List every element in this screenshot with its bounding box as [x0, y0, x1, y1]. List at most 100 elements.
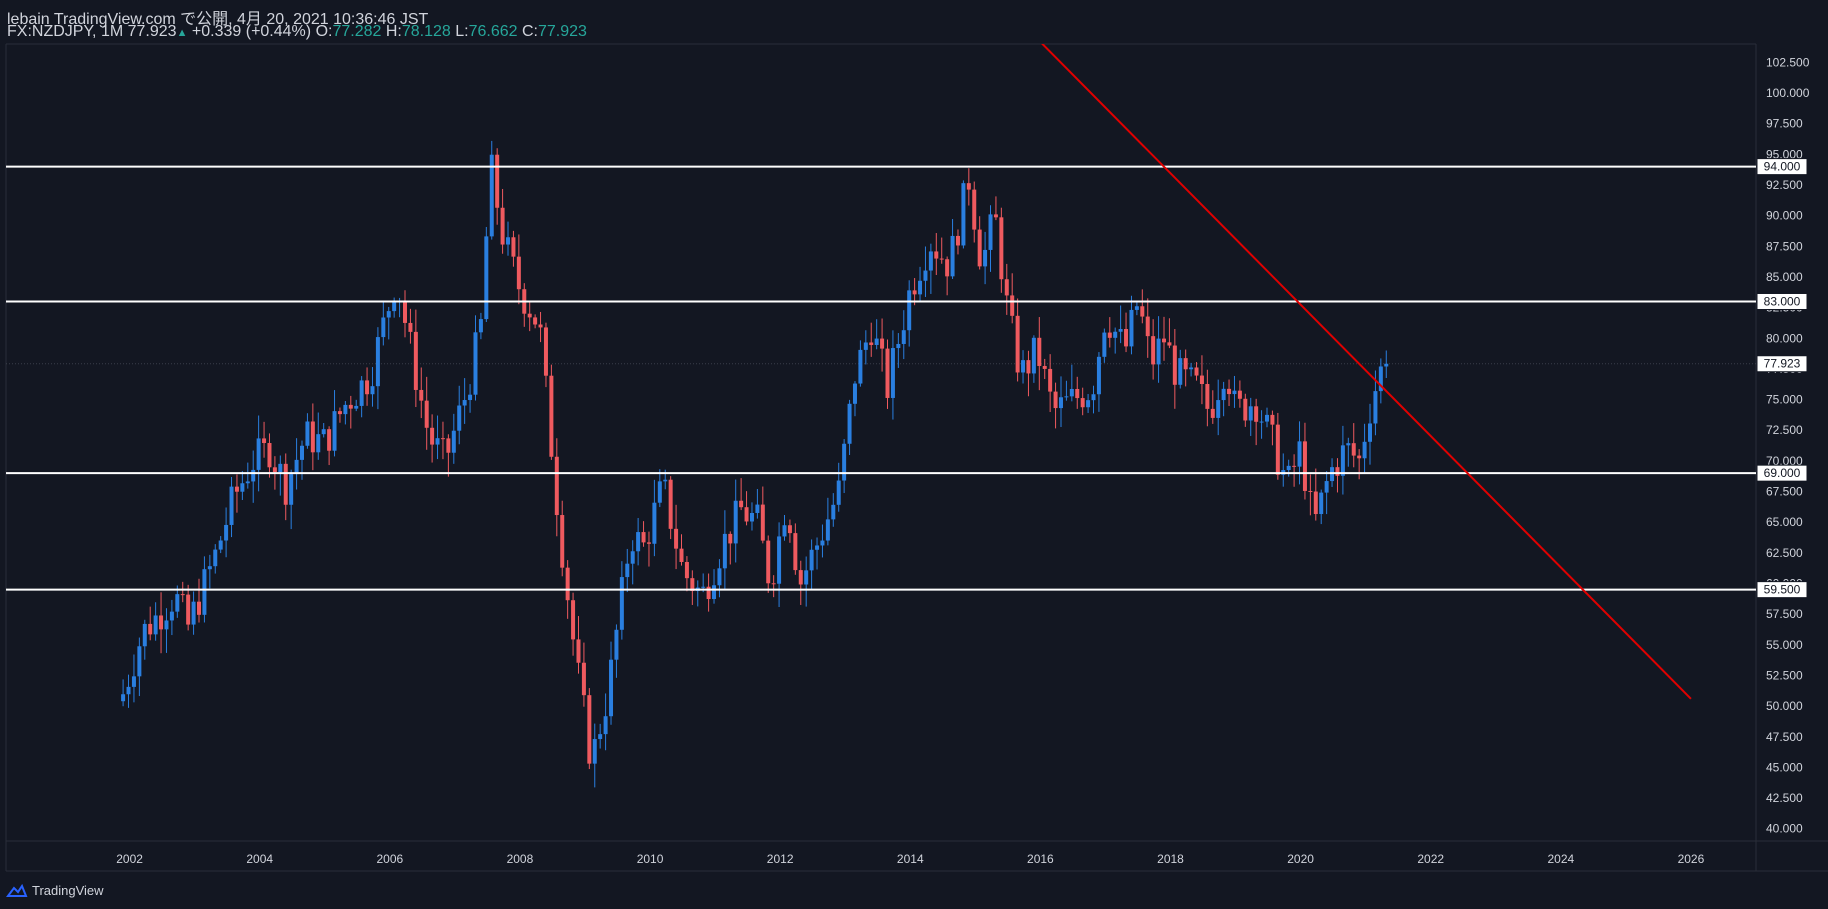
candle-body — [224, 524, 229, 541]
candle-body — [300, 445, 305, 460]
candle-body — [327, 429, 332, 451]
candle-body — [1248, 406, 1253, 421]
candle-body — [896, 343, 901, 349]
level-price-label: 59.500 — [1764, 583, 1801, 597]
candle-body — [744, 507, 749, 522]
candle-body — [435, 438, 440, 445]
candle-body — [484, 236, 489, 320]
candle-body — [1069, 388, 1074, 397]
level-price-label-bg — [1756, 158, 1808, 176]
candle-body — [164, 620, 169, 630]
candle-body — [294, 459, 299, 475]
tradingview-cloud-icon — [6, 883, 28, 897]
candle-body — [1384, 363, 1389, 367]
candle-body — [533, 317, 538, 325]
candle-body — [652, 502, 657, 544]
y-tick-label: 40.000 — [1766, 822, 1803, 836]
candle-body — [836, 480, 841, 505]
candle-body — [1313, 491, 1318, 515]
candle-body — [196, 601, 201, 615]
candle-body — [1075, 388, 1080, 399]
candle-body — [392, 301, 397, 312]
candle-body — [701, 586, 706, 588]
candle-body — [234, 486, 239, 492]
candle-body — [1232, 390, 1237, 395]
candle-body — [218, 540, 223, 550]
candle-body — [1151, 336, 1156, 365]
candle-body — [766, 540, 771, 584]
candle-body — [1319, 492, 1324, 515]
candle-body — [722, 533, 727, 569]
y-tick-label: 80.000 — [1766, 331, 1803, 345]
candle-body — [1286, 465, 1291, 471]
candle-body — [1053, 391, 1058, 409]
candle-body — [880, 338, 885, 349]
candle-body — [262, 438, 267, 444]
candle-body — [907, 290, 912, 331]
candle-body — [316, 434, 321, 453]
y-tick-label: 70.000 — [1766, 454, 1803, 468]
candle-body — [159, 615, 164, 630]
candle-body — [413, 331, 418, 390]
candle-body — [771, 583, 776, 585]
y-tick-label: 97.500 — [1766, 117, 1803, 131]
candle-body — [966, 183, 971, 190]
candle-body — [1346, 443, 1351, 446]
candle-body — [506, 237, 511, 245]
candle-body — [918, 280, 923, 295]
candle-body — [945, 259, 950, 277]
candle-body — [500, 207, 505, 245]
candle-body — [191, 601, 196, 625]
candle-body — [706, 586, 711, 600]
candle-body — [712, 585, 717, 600]
candle-body — [890, 348, 895, 398]
candle-body — [999, 217, 1004, 280]
y-tick-label: 62.500 — [1766, 546, 1803, 560]
trendline[interactable] — [780, 0, 1692, 700]
candle-body — [993, 214, 998, 218]
candle-body — [370, 386, 375, 395]
candle-body — [1259, 421, 1264, 423]
high-value: 78.128 — [401, 23, 451, 40]
last-price-label: 77.923 — [1764, 357, 1801, 371]
y-tick-label: 67.500 — [1766, 485, 1803, 499]
candle-body — [478, 319, 483, 333]
candle-body — [565, 567, 570, 601]
plot-area[interactable] — [6, 44, 1756, 841]
candle-body — [131, 676, 136, 687]
candle-body — [153, 615, 158, 635]
candle-body — [755, 504, 760, 513]
candle-body — [609, 659, 614, 717]
candle-body — [1275, 424, 1280, 475]
candle-body — [619, 577, 624, 630]
candle-body — [1357, 455, 1362, 459]
candle-body — [1362, 441, 1367, 459]
y-tick-label: 52.500 — [1766, 668, 1803, 682]
candle-body — [1064, 396, 1069, 398]
candle-body — [1021, 360, 1026, 373]
candle-body — [820, 540, 825, 546]
candle-body — [1091, 394, 1096, 401]
candle-body — [690, 578, 695, 592]
level-price-label: 83.000 — [1764, 294, 1801, 308]
candle-body — [571, 600, 576, 640]
symbol-label[interactable]: FX:NZDJPY, 1M — [7, 23, 124, 40]
candle-body — [1292, 465, 1297, 467]
y-tick-label: 92.500 — [1766, 178, 1803, 192]
candle-body — [202, 569, 207, 615]
candle-body — [1172, 345, 1177, 385]
candle-body — [1189, 367, 1194, 370]
y-tick-label: 75.000 — [1766, 393, 1803, 407]
candle-body — [424, 400, 429, 428]
candle-body — [148, 623, 153, 635]
candle-body — [430, 427, 435, 445]
candle-body — [1010, 295, 1015, 316]
x-tick-label: 2012 — [767, 852, 794, 866]
candle-body — [1015, 315, 1020, 373]
x-tick-label: 2018 — [1157, 852, 1184, 866]
tradingview-logo[interactable]: TradingView — [6, 883, 104, 898]
candle-body — [1210, 408, 1215, 418]
price-change: +0.339 (+0.44%) — [191, 23, 312, 40]
candle-body — [646, 542, 651, 544]
